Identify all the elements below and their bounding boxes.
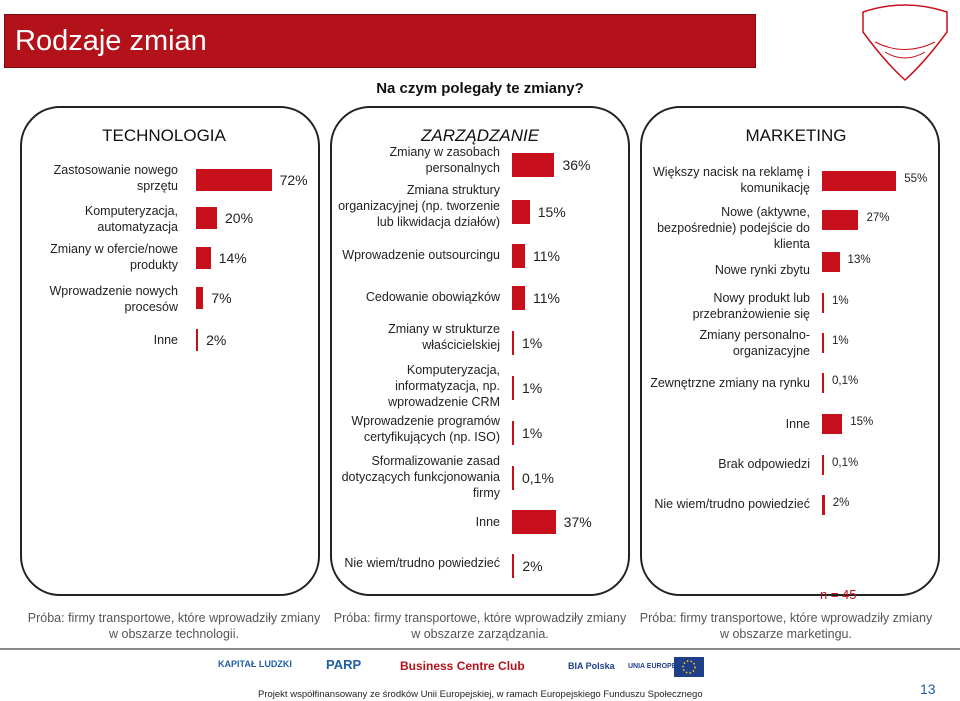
- category-label: Inne: [153, 333, 178, 347]
- bar: [822, 495, 825, 515]
- category-label: Inne: [475, 515, 500, 529]
- data-label: 0,1%: [522, 470, 554, 486]
- data-label: 2%: [206, 332, 227, 348]
- category-label: Komputeryzacja, informatyzacja, np. wpro…: [388, 363, 500, 409]
- category-label: Większy nacisk na reklamę i komunikację: [653, 165, 810, 195]
- data-label: 36%: [562, 157, 591, 173]
- bar: [822, 210, 859, 230]
- data-label: 72%: [279, 172, 308, 188]
- bar: [196, 247, 211, 269]
- panel-marketing: [640, 106, 940, 596]
- data-label: 1%: [522, 425, 543, 441]
- bar: [512, 376, 514, 400]
- project-note: Projekt współfinansowany ze środków Unii…: [258, 689, 703, 700]
- category-label: Zastosowanie nowego sprzętu: [53, 163, 178, 193]
- bar: [822, 333, 824, 353]
- bar: [196, 329, 199, 351]
- bar: [512, 466, 514, 490]
- category-label: Zmiany w zasobach personalnych: [389, 145, 500, 175]
- category-label: Wprowadzenie nowych procesów: [49, 284, 178, 314]
- bar: [512, 200, 530, 224]
- sample-note-technologia: Próba: firmy transportowe, które wprowad…: [27, 611, 321, 642]
- eu-flag-logo: UNIA EUROPEJSKA: [628, 655, 708, 681]
- bar: [512, 554, 515, 578]
- bar: [822, 455, 824, 475]
- data-label: 14%: [218, 250, 247, 266]
- category-label: Sformalizowanie zasad dotyczących funkcj…: [341, 454, 500, 500]
- bar: [512, 244, 525, 268]
- bar: [512, 286, 525, 310]
- data-label: 11%: [532, 290, 560, 306]
- sample-note-marketing: Próba: firmy transportowe, które wprowad…: [639, 611, 933, 642]
- bar: [196, 207, 217, 229]
- bar: [822, 373, 824, 393]
- bar: [196, 169, 272, 191]
- data-label: 1%: [832, 335, 849, 347]
- data-label: 15%: [850, 416, 874, 428]
- bia-polska-logo: BIA Polska: [568, 661, 615, 671]
- bar: [512, 510, 556, 534]
- category-label: Cedowanie obowiązków: [365, 290, 500, 304]
- bar: [822, 414, 843, 434]
- category-label: Nowy produkt lub przebranżowienie się: [692, 291, 810, 321]
- category-label: Zmiana struktury organizacyjnej (np. two…: [338, 183, 500, 229]
- data-label: 20%: [225, 210, 254, 226]
- category-label: Zmiany personalno-organizacyjne: [699, 328, 810, 358]
- data-label: 27%: [866, 212, 890, 224]
- brand-logo: [862, 4, 948, 82]
- data-label: 7%: [211, 290, 232, 306]
- bar: [512, 331, 514, 355]
- category-label: Zewnętrzne zmiany na rynku: [650, 376, 810, 390]
- panel-zarzadzanie: [330, 106, 630, 596]
- data-label: 13%: [847, 254, 871, 266]
- title-bar: Rodzaje zmian: [4, 14, 756, 68]
- bar: [512, 153, 555, 177]
- page-number: 13: [920, 681, 936, 697]
- data-label: 1%: [522, 380, 543, 396]
- sample-note-zarzadzanie: Próba: firmy transportowe, które wprowad…: [333, 611, 627, 642]
- category-label: Brak odpowiedzi: [718, 457, 810, 471]
- data-label: 0,1%: [832, 457, 859, 469]
- category-label: Nie wiem/trudno powiedzieć: [654, 497, 810, 511]
- sample-size: n = 45: [820, 587, 857, 602]
- bar: [822, 252, 840, 272]
- bar: [822, 171, 897, 191]
- category-label: Wprowadzenie outsourcingu: [342, 248, 500, 262]
- category-label: Wprowadzenie programów certyfikujących (…: [351, 414, 500, 444]
- panel-title-technologia: TECHNOLOGIA: [102, 126, 226, 145]
- data-label: 1%: [522, 335, 543, 351]
- data-label: 55%: [904, 173, 928, 185]
- category-label: Zmiany w ofercie/nowe produkty: [50, 242, 178, 272]
- bar: [196, 287, 204, 309]
- page-title: Rodzaje zmian: [15, 25, 207, 57]
- category-label: Nie wiem/trudno powiedzieć: [344, 556, 500, 570]
- category-label: Zmiany w strukturze właścicielskiej: [388, 322, 500, 352]
- data-label: 1%: [832, 295, 849, 307]
- category-label: Nowe rynki zbytu: [714, 263, 810, 277]
- bar: [512, 421, 514, 445]
- panel-title-marketing: MARKETING: [745, 126, 847, 145]
- bar: [822, 293, 824, 313]
- data-label: 11%: [532, 248, 560, 264]
- survey-question: Na czym polegały te zmiany?: [376, 80, 584, 97]
- category-label: Inne: [785, 417, 810, 431]
- panel-title-zarzadzanie: ZARZĄDZANIE: [420, 126, 540, 145]
- parp-logo: PARP: [326, 657, 362, 672]
- data-label: 0,1%: [832, 375, 859, 387]
- footer-divider: [0, 648, 960, 650]
- business-centre-club-logo: Business Centre Club: [400, 659, 525, 673]
- data-label: 2%: [832, 497, 850, 509]
- panel-technologia: [20, 106, 320, 596]
- data-label: 37%: [563, 514, 592, 530]
- kapital-ludzki-logo: KAPITAŁ LUDZKI: [218, 659, 292, 669]
- category-label: Komputeryzacja, automatyzacja: [84, 204, 178, 234]
- data-label: 15%: [537, 204, 566, 220]
- data-label: 2%: [522, 558, 543, 574]
- category-label: Nowe (aktywne, bezpośrednie) podejście d…: [657, 205, 810, 251]
